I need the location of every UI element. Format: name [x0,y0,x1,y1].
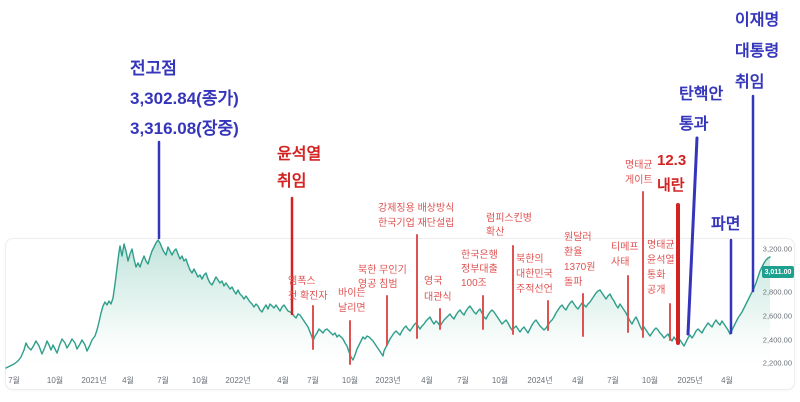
leader-line-impeachment-passed [686,136,699,336]
annotation-text-line: 원달러 [564,232,592,243]
annotation-text-line: 영국 [424,276,443,287]
chart-line [5,239,771,369]
x-axis-label: 4월 [421,376,433,385]
x-axis-label: 2022년 [225,376,251,385]
annotation-text-line: 날리면 [338,303,366,314]
annotation-leader-lines [157,94,755,365]
annotation-text-line: 바이든 [338,288,366,299]
annotation-dismissal: 파면 [711,210,740,240]
annotation-text-line: 한국은행 [461,250,498,261]
annotation-text-line: 강제징용 배상방식 [378,203,455,214]
annotation-text-line: 파면 [711,216,741,233]
annotation-text-line: 탄핵안 [679,86,724,103]
annotation-text-line: 영공 침범 [358,279,398,290]
annotation-text-line: 내란 [657,177,685,194]
annotation-text-line: 취임 [277,173,307,190]
annotation-text-line: 확산 [486,227,505,238]
annotation-text-line: 한국기업 재단설립 [378,218,455,229]
annotation-text-line: 12.3 [657,152,687,169]
annotation-text-line: 티메프 [611,242,639,253]
annotation-text-line: 전고점 [130,59,177,78]
y-axis-label: 2,600.00 [762,311,792,321]
annotation-text-line: 3,302.84(종가) [130,89,239,108]
annotation-text-line: 공개 [647,285,666,296]
annotation-text-line: 윤석열 [277,146,322,163]
annotation-text-line: 통화 [647,270,666,281]
annotation-text-line: 대관식 [424,292,452,303]
annotation-text-line: 명태균 [625,160,653,171]
x-axis-label: 2023년 [375,376,401,385]
annotation-text-line: 환율 [564,247,583,258]
annotation-text-line: 3,316.08(장중) [130,119,239,138]
x-axis-label: 4월 [572,376,584,385]
annotation-text-line: 이재명 [735,12,780,29]
chart-area-fill [6,240,770,372]
x-axis-label: 4월 [721,376,733,385]
x-axis-label: 2025년 [677,376,703,385]
x-axis-label: 10월 [341,376,359,385]
x-axis-label: 4월 [122,376,134,385]
x-axis-label: 10월 [46,376,64,385]
current-value-badge: 3,011.00 [762,266,794,278]
annotation-text-line: 주적선언 [516,284,553,295]
annotation-text-line: 통과 [679,116,709,133]
x-axis-label: 10월 [641,376,659,385]
x-axis-label: 7월 [457,376,469,385]
x-axis-label: 2021년 [81,376,107,385]
annotation-text-line: 취임 [735,74,765,91]
x-axis-label: 10월 [191,376,209,385]
annotation-text-line: 북한 무인기 [358,265,407,276]
y-axis-label: 2,400.00 [762,335,792,345]
x-axis-label: 7월 [307,376,319,385]
annotation-insurrection-12-3: 12.3 내란 [657,148,686,198]
annotation-text-line: 돌파 [564,277,583,288]
annotation-text-line: 윤석열 [647,255,675,266]
x-axis-label: 2024년 [527,376,553,385]
annotation-text-line: 1370원 [564,262,596,273]
annotation-text-line: 대통령 [735,43,780,60]
x-axis-label: 7월 [157,376,169,385]
annotation-text-line: 럼피스킨병 [486,213,532,224]
annotation-text-line: 대한민국 [516,269,553,280]
x-axis-label: 7월 [8,376,20,385]
annotation-text-line: 엠폭스 [288,276,316,287]
y-axis-label: 3,200.00 [762,244,792,254]
annotation-text-line: 첫 확진자 [288,291,328,302]
annotation-text-line: 게이트 [625,175,653,186]
annotation-text-line: 북한의 [516,254,544,265]
x-axis-label: 4월 [277,376,289,385]
annotation-text-line: 명태균 [647,240,675,251]
annotation-previous-high: 전고점 3,302.84(종가) 3,316.08(장중) [130,54,239,144]
x-axis-label: 7월 [607,376,619,385]
annotation-text-line: 100조 [461,278,487,289]
x-axis-label: 10월 [491,376,509,385]
y-axis-label: 2,800.00 [762,287,792,297]
annotation-text-line: 사태 [611,257,630,268]
y-axis-label: 2,200.00 [762,358,792,368]
annotation-text-line: 정부대출 [461,264,498,275]
